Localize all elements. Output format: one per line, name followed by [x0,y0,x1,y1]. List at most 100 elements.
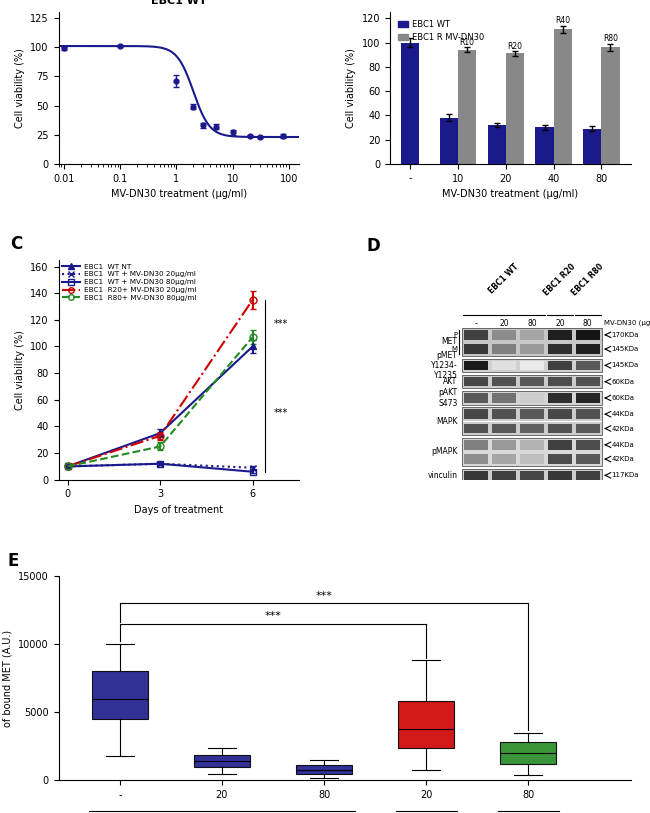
Bar [492,361,516,370]
X-axis label: MV-DN30 treatment (μg/ml): MV-DN30 treatment (μg/ml) [442,189,578,199]
Text: ***: *** [274,408,289,418]
Text: 117KDa: 117KDa [611,472,639,478]
Text: M: M [452,346,458,352]
Bar [520,393,544,402]
Text: R20: R20 [508,41,523,50]
Text: C: C [10,235,23,253]
Bar [464,454,488,464]
Bar [548,454,572,464]
Bar [492,454,516,464]
Bar [440,118,458,164]
Bar [462,391,602,405]
Text: 145KDa: 145KDa [611,363,638,368]
Text: D: D [366,237,380,255]
Bar [536,128,554,164]
PathPatch shape [92,672,148,719]
Text: EBC1 R80: EBC1 R80 [570,262,605,298]
Bar [492,345,516,354]
Bar [548,410,572,419]
Bar [554,29,572,164]
Text: -: - [475,320,478,328]
Bar [548,471,572,480]
Text: 44KDa: 44KDa [611,411,634,417]
Y-axis label: Fluorescence Intensity
of bound MET (A.U.): Fluorescence Intensity of bound MET (A.U… [0,623,12,733]
Bar [464,393,488,402]
Bar [576,377,599,386]
Bar [401,42,419,164]
Bar [576,424,599,433]
Bar [576,361,599,370]
Bar [464,361,488,370]
Text: 42KDa: 42KDa [611,425,634,432]
PathPatch shape [398,702,454,748]
Bar [520,471,544,480]
Bar [462,452,602,466]
Bar [462,468,602,482]
Bar [492,471,516,480]
Bar [492,424,516,433]
Bar [492,410,516,419]
Text: EBC1 R20: EBC1 R20 [542,262,577,298]
Bar [492,440,516,450]
Bar [548,377,572,386]
Bar [492,393,516,402]
Bar [576,454,599,464]
Bar [548,330,572,340]
Legend: EBC1  WT NT, EBC1  WT + MV-DN30 20μg/ml, EBC1  WT + MV-DN30 80μg/ml, EBC1  R20+ : EBC1 WT NT, EBC1 WT + MV-DN30 20μg/ml, E… [62,263,196,301]
Bar [583,128,601,164]
Text: R40: R40 [555,16,570,25]
Text: ***: *** [265,611,281,621]
Bar [492,377,516,386]
Text: MV-DN30 (μg/ml): MV-DN30 (μg/ml) [604,320,650,326]
Bar [462,359,602,372]
Bar [462,328,602,341]
Bar [462,422,602,435]
Bar [492,330,516,340]
X-axis label: Days of treatment: Days of treatment [134,505,223,515]
Bar [464,345,488,354]
Bar [462,438,602,466]
Bar [488,125,506,164]
Text: vinculin: vinculin [428,471,458,480]
Bar [462,407,602,421]
Text: P: P [453,332,458,338]
Bar [464,440,488,450]
Text: pMET
Y1234-
Y1235: pMET Y1234- Y1235 [431,350,458,380]
Bar [576,440,599,450]
Text: 44KDa: 44KDa [611,441,634,448]
Text: MET: MET [441,337,458,346]
Bar [520,361,544,370]
Bar [464,377,488,386]
Text: ***: *** [274,319,289,328]
Text: AKT: AKT [443,377,458,386]
Bar [520,345,544,354]
X-axis label: MV-DN30 treatment (μg/ml): MV-DN30 treatment (μg/ml) [111,189,247,199]
Text: B: B [342,0,355,4]
Bar [464,410,488,419]
Bar [462,328,602,356]
Bar [576,345,599,354]
Bar [520,424,544,433]
Bar [520,440,544,450]
Bar [462,438,602,451]
Bar [464,330,488,340]
Bar [548,361,572,370]
Text: 20: 20 [555,320,565,328]
Text: 80: 80 [527,320,537,328]
Text: 42KDa: 42KDa [611,456,634,462]
Text: ***: *** [316,591,333,601]
Legend: EBC1 WT, EBC1 R MV-DN30: EBC1 WT, EBC1 R MV-DN30 [395,16,488,46]
Bar [520,410,544,419]
Text: pAKT
S473: pAKT S473 [438,389,458,407]
Bar [548,345,572,354]
Text: pMAPK: pMAPK [431,447,458,456]
Bar [462,342,602,356]
Text: A: A [10,0,23,4]
PathPatch shape [296,766,352,774]
Bar [601,47,619,164]
Bar [520,454,544,464]
Bar [548,424,572,433]
Bar [506,54,524,164]
Title: EBC1 WT: EBC1 WT [151,0,207,6]
Text: 60KDa: 60KDa [611,379,634,385]
